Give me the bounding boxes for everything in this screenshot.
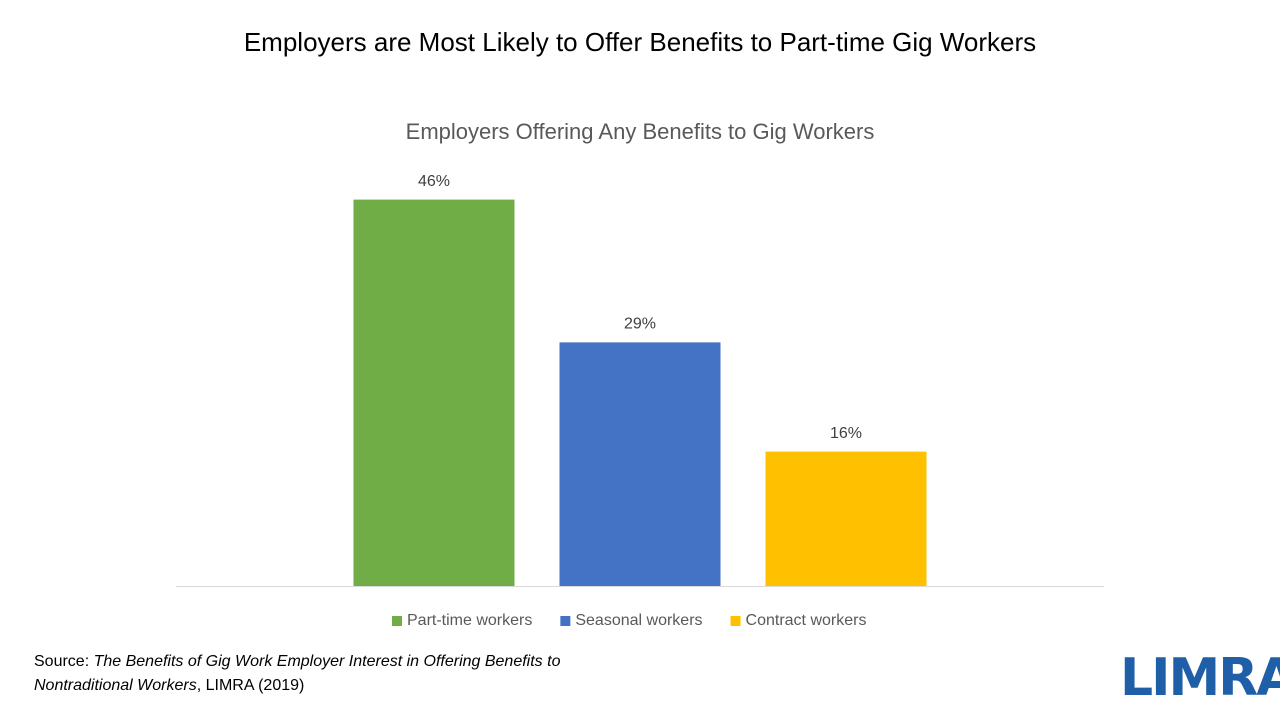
bar <box>559 342 721 586</box>
legend-label: Part-time workers <box>407 612 532 629</box>
data-label: 16% <box>830 425 862 442</box>
bar <box>765 451 927 586</box>
chart-subtitle: Employers Offering Any Benefits to Gig W… <box>406 119 875 144</box>
legend-label: Seasonal workers <box>575 612 702 629</box>
legend-swatch <box>560 616 571 626</box>
chart-title: Employers are Most Likely to Offer Benef… <box>244 27 1036 57</box>
source-title: The Benefits of Gig Work Employer Intere… <box>34 653 561 694</box>
source-label: Source: <box>34 653 90 670</box>
data-label: 29% <box>624 316 656 333</box>
legend-label: Contract workers <box>746 612 867 629</box>
legend-swatch <box>730 616 741 626</box>
logo: LIMRA <box>1120 648 1280 708</box>
source-publisher: , LIMRA (2019) <box>196 677 305 694</box>
legend-swatch <box>392 616 402 626</box>
bar <box>353 199 515 586</box>
source: Source: The Benefits of Gig Work Employe… <box>34 650 609 698</box>
data-label: 46% <box>418 173 450 190</box>
